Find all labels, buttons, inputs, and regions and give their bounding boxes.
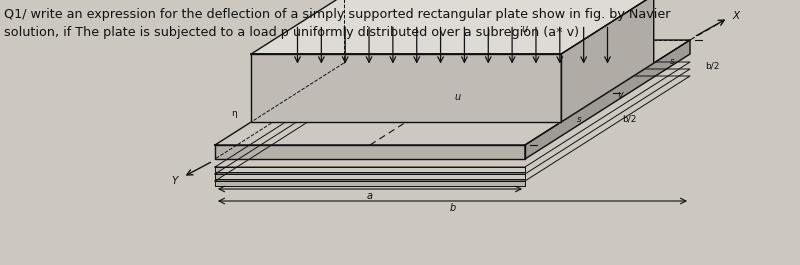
Polygon shape: [215, 76, 690, 181]
Polygon shape: [215, 40, 690, 145]
Text: b: b: [450, 203, 456, 213]
Text: s: s: [670, 57, 674, 66]
Text: v: v: [618, 90, 623, 99]
Polygon shape: [215, 167, 525, 172]
Text: u: u: [454, 92, 461, 103]
Text: X: X: [732, 11, 739, 21]
Text: u: u: [522, 24, 528, 34]
Polygon shape: [251, 54, 562, 122]
Text: b/2: b/2: [622, 114, 637, 123]
Polygon shape: [251, 0, 654, 54]
Polygon shape: [525, 40, 690, 159]
Text: Y: Y: [172, 176, 178, 186]
Text: a: a: [367, 191, 373, 201]
Text: Q1/ write an expression for the deflection of a simply supported rectangular pla: Q1/ write an expression for the deflecti…: [4, 8, 670, 39]
Polygon shape: [215, 181, 525, 186]
Text: η: η: [231, 109, 238, 118]
Polygon shape: [215, 69, 690, 174]
Polygon shape: [215, 62, 690, 167]
Text: s: s: [578, 115, 582, 124]
Polygon shape: [562, 0, 654, 122]
Polygon shape: [215, 145, 525, 159]
Text: b/2: b/2: [705, 62, 719, 71]
Polygon shape: [215, 174, 525, 179]
